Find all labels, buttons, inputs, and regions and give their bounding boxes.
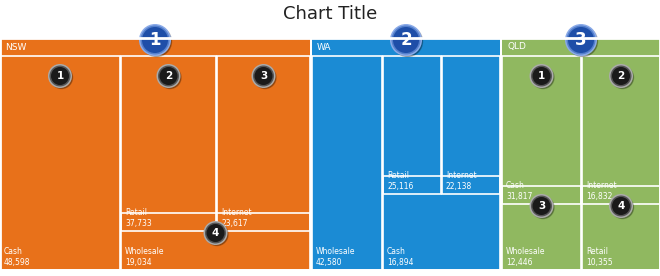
Text: Cash
16,894: Cash 16,894 (387, 247, 414, 267)
Circle shape (390, 24, 422, 56)
Text: Retail
37,733: Retail 37,733 (125, 208, 152, 228)
Text: Cash
31,817: Cash 31,817 (506, 181, 533, 201)
Circle shape (533, 67, 550, 85)
Circle shape (253, 65, 274, 86)
Circle shape (393, 27, 419, 53)
Circle shape (529, 194, 554, 218)
Text: 3: 3 (575, 31, 587, 49)
Circle shape (203, 221, 228, 245)
Text: Wholesale
19,034: Wholesale 19,034 (125, 247, 164, 267)
Text: Chart Title: Chart Title (283, 5, 377, 23)
Circle shape (51, 67, 69, 85)
Circle shape (533, 197, 550, 215)
Circle shape (566, 25, 595, 54)
Circle shape (48, 64, 72, 88)
Circle shape (51, 67, 73, 89)
Circle shape (156, 64, 180, 88)
Text: 2: 2 (165, 71, 172, 81)
Bar (502, 56, 581, 204)
Bar (0, 38, 310, 56)
Text: Wholesale
42,580: Wholesale 42,580 (316, 247, 356, 267)
Circle shape (50, 65, 71, 86)
Circle shape (391, 25, 420, 54)
Circle shape (532, 67, 554, 89)
Circle shape (207, 224, 224, 242)
Circle shape (610, 65, 632, 86)
Text: WA: WA (317, 43, 331, 52)
Bar (502, 56, 581, 204)
Text: Wholesale
12,446: Wholesale 12,446 (506, 247, 546, 267)
Circle shape (158, 65, 179, 86)
Bar (217, 56, 310, 231)
Circle shape (612, 197, 634, 219)
Circle shape (531, 65, 552, 86)
Text: 2: 2 (617, 71, 624, 81)
Text: 1: 1 (56, 71, 63, 81)
Bar (582, 186, 660, 270)
Bar (0, 56, 120, 270)
Bar (582, 56, 660, 204)
Bar (383, 56, 441, 194)
Bar (121, 213, 310, 270)
Bar (0, 38, 660, 270)
Bar (502, 186, 581, 270)
Bar (502, 38, 660, 56)
Text: Retail
10,355: Retail 10,355 (586, 247, 612, 267)
Bar (0, 56, 120, 270)
Bar (217, 56, 310, 231)
Circle shape (529, 64, 554, 88)
Text: 4: 4 (212, 228, 219, 238)
Bar (121, 213, 310, 270)
Bar (121, 56, 216, 231)
Circle shape (159, 67, 181, 89)
Circle shape (160, 67, 178, 85)
Bar (121, 56, 216, 231)
Circle shape (568, 26, 597, 57)
Text: 2: 2 (400, 31, 412, 49)
Circle shape (568, 27, 594, 53)
Text: QLD: QLD (507, 43, 526, 52)
Text: 3: 3 (538, 201, 545, 211)
Text: Internet
23,617: Internet 23,617 (221, 208, 251, 228)
Text: NSW: NSW (5, 43, 26, 52)
Text: 1: 1 (149, 31, 161, 49)
Circle shape (141, 25, 170, 54)
Text: Internet
22,138: Internet 22,138 (446, 171, 477, 191)
Circle shape (205, 222, 226, 243)
Text: 4: 4 (617, 201, 624, 211)
Bar (582, 56, 660, 204)
Circle shape (609, 64, 633, 88)
Text: Cash
48,598: Cash 48,598 (4, 247, 30, 267)
Circle shape (565, 24, 597, 56)
Text: 3: 3 (260, 71, 267, 81)
Circle shape (251, 64, 275, 88)
Text: Retail
25,116: Retail 25,116 (387, 171, 413, 191)
Circle shape (142, 27, 168, 53)
Bar (383, 176, 500, 270)
Circle shape (612, 67, 634, 89)
Text: Internet
16,832: Internet 16,832 (586, 181, 616, 201)
Bar (383, 176, 500, 270)
Circle shape (612, 67, 630, 85)
Circle shape (609, 194, 633, 218)
Circle shape (139, 24, 171, 56)
Text: 1: 1 (538, 71, 545, 81)
Circle shape (141, 26, 172, 57)
Bar (442, 56, 500, 194)
Bar (312, 38, 500, 56)
Bar (582, 186, 660, 270)
Bar (312, 56, 382, 270)
Circle shape (532, 197, 554, 219)
Circle shape (255, 67, 273, 85)
Bar (442, 56, 500, 194)
Circle shape (610, 195, 632, 216)
Circle shape (393, 26, 422, 57)
Circle shape (206, 224, 228, 245)
Bar (383, 56, 441, 194)
Circle shape (612, 197, 630, 215)
Circle shape (531, 195, 552, 216)
Bar (312, 56, 382, 270)
Circle shape (254, 67, 276, 89)
Bar (502, 186, 581, 270)
